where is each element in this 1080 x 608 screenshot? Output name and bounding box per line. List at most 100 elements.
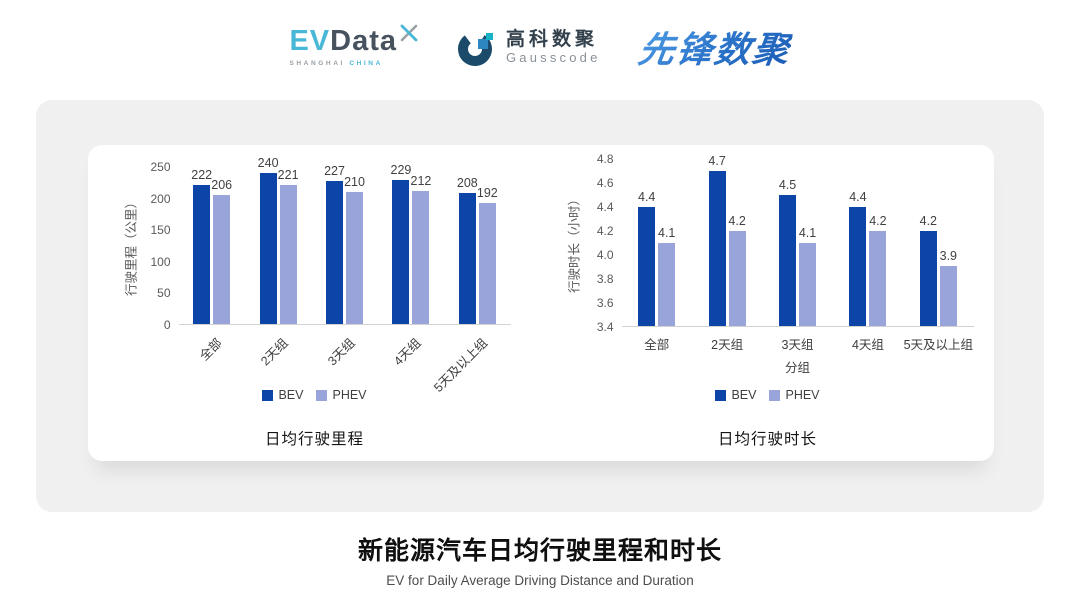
value-label: 3.9 — [939, 249, 958, 264]
bar-group: 229 212 — [378, 163, 444, 324]
bar-group: 222 206 — [179, 167, 245, 324]
x-label: 5天及以上组 — [903, 327, 973, 353]
header-logos: EV Data SHANGHAI CHINA 高科数聚 Gausscode — [0, 14, 1080, 80]
x-label-text: 4天组 — [851, 338, 884, 352]
bar-bev-4 — [919, 230, 937, 326]
value-label: 4.4 — [638, 189, 656, 204]
chart-caption: 日均行驶里程 — [264, 431, 364, 448]
bar-group: 4.7 4.2 — [692, 154, 762, 326]
chart-duration: 行驶时长（小时） 3.4 3.6 3.8 4.0 4.2 4.4 4.6 4.8 4.4 4.1 4.… — [541, 145, 994, 461]
bar-phev-3 — [412, 190, 430, 324]
chart-grid: 行驶时长（小时） 3.4 3.6 3.8 4.0 4.2 4.4 4.6 4.8 4.4 4.1 4.… — [562, 152, 974, 376]
x-axis-labels: 全部 2天组 3天组 4天组 5天及以上组 — [622, 327, 974, 353]
y-tick-label: 4.0 — [596, 248, 614, 262]
bar-phev-4 — [939, 266, 957, 326]
bar-wrap: 208 — [456, 167, 478, 324]
x-label: 2天组 — [692, 327, 762, 353]
bar-wrap: 210 — [344, 167, 365, 324]
bar-bev-1 — [708, 170, 726, 326]
legend-swatch-bev — [262, 389, 274, 401]
plot-area: 4.4 4.1 4.7 4.2 4.5 4.1 4.4 4.2 4.2 3.9 — [621, 154, 974, 327]
value-label: 210 — [344, 175, 365, 190]
legend: BEV PHEV — [262, 388, 367, 402]
bar-wrap: 4.2 — [869, 159, 887, 326]
value-label: 212 — [410, 173, 432, 188]
bar-wrap: 3.9 — [940, 159, 957, 326]
y-axis-title: 行驶时长（小时） — [562, 159, 584, 327]
y-tick-label: 100 — [150, 254, 171, 269]
y-tick-label: 4.6 — [596, 176, 614, 190]
legend: BEV PHEV — [715, 388, 820, 402]
bar-phev-1 — [279, 185, 297, 324]
bar-wrap: 212 — [410, 167, 432, 324]
value-label: 4.2 — [919, 213, 938, 228]
y-tick-label: 4.4 — [596, 200, 614, 214]
bar-wrap: 222 — [191, 167, 213, 324]
y-tick-label: 3.8 — [596, 272, 614, 287]
plot-column: 222 206 240 221 227 210 229 212 208 192 全部 2天组 3天组 4天… — [178, 156, 511, 395]
legend-swatch-bev — [715, 389, 727, 401]
evdata-subtext: SHANGHAI CHINA — [289, 60, 383, 67]
bar-bev-3 — [392, 180, 410, 324]
y-tick-label: 4.2 — [596, 224, 614, 239]
y-axis-title-text: 行驶时长（小时） — [567, 192, 581, 294]
bar-bev-2 — [326, 181, 344, 324]
bar-wrap: 4.2 — [920, 159, 937, 326]
legend-item-bev: BEV — [262, 388, 303, 402]
legend-swatch-phev — [316, 389, 328, 401]
x-label: 全部 — [622, 327, 692, 353]
bar-group: 4.4 4.2 — [833, 159, 903, 326]
bar-phev-1 — [728, 230, 746, 326]
legend-item-bev: BEV — [715, 388, 756, 402]
y-tick-label: 4.8 — [596, 152, 614, 166]
y-tick-label: 0 — [163, 318, 171, 332]
value-label: 222 — [191, 167, 213, 182]
chart-caption: 日均行驶时长 — [717, 431, 817, 448]
gausscode-g-icon — [457, 32, 493, 66]
bar-wrap: 192 — [477, 167, 498, 324]
bar-wrap: 4.1 — [658, 159, 675, 326]
value-label: 4.5 — [778, 177, 797, 192]
value-label: 240 — [257, 156, 279, 171]
chart-distance: 行驶里程（公里） 0 50 100 150 200 250 222 206 240 221 227 21… — [88, 145, 541, 461]
y-tick-label: 150 — [150, 223, 171, 238]
x-label-text: 4天组 — [391, 335, 424, 369]
y-tick-label: 250 — [150, 160, 171, 174]
pioneer-logo: 先锋数聚 — [635, 21, 794, 73]
main-title: 新能源汽车日均行驶里程和时长 — [357, 537, 722, 565]
bar-phev-0 — [658, 242, 676, 326]
bar-wrap: 4.7 — [708, 154, 726, 326]
charts-panel: 行驶里程（公里） 0 50 100 150 200 250 222 206 240 221 227 21… — [88, 145, 994, 461]
plot-column: 4.4 4.1 4.7 4.2 4.5 4.1 4.4 4.2 4.2 3.9 全部 2天组 3天组 4天… — [621, 154, 974, 376]
legend-label: PHEV — [785, 388, 820, 402]
evdata-logo: EV Data SHANGHAI CHINA — [289, 24, 419, 67]
bar-phev-4 — [478, 203, 496, 324]
bar-wrap: 4.4 — [849, 159, 867, 326]
bar-wrap: 4.2 — [728, 159, 746, 326]
bar-bev-2 — [779, 194, 797, 326]
evdata-star-icon — [400, 24, 418, 42]
x-label: 全部 — [179, 325, 245, 385]
bar-bev-1 — [259, 173, 277, 324]
y-tick-labels: 0 50 100 150 200 250 — [141, 160, 179, 332]
x-label-text: 2天组 — [711, 338, 744, 352]
y-axis-title: 行驶里程（公里） — [119, 167, 141, 325]
legend-item-phev: PHEV — [316, 388, 367, 402]
x-label: 5天及以上组 — [431, 325, 510, 395]
bar-wrap: 4.1 — [799, 159, 816, 326]
y-tick-labels: 3.4 3.6 3.8 4.0 4.2 4.4 4.6 4.8 — [584, 152, 622, 334]
evdata-ev-text: EV — [289, 25, 331, 57]
bar-group: 208 192 — [444, 167, 510, 324]
bar-group: 4.4 4.1 — [622, 159, 692, 326]
value-label: 208 — [456, 176, 478, 191]
subtitle: EV for Daily Average Driving Distance an… — [386, 573, 694, 588]
evdata-data-text: Data — [330, 25, 397, 57]
bar-phev-2 — [346, 192, 364, 324]
bar-group: 4.5 4.1 — [762, 159, 832, 326]
x-axis-title: 分组 — [784, 361, 810, 375]
charts-card: 行驶里程（公里） 0 50 100 150 200 250 222 206 240 221 227 21… — [36, 100, 1044, 512]
x-label-text: 2天组 — [258, 335, 291, 369]
value-label: 4.2 — [869, 213, 887, 228]
legend-label: PHEV — [332, 388, 367, 402]
y-tick-label: 200 — [150, 191, 171, 206]
